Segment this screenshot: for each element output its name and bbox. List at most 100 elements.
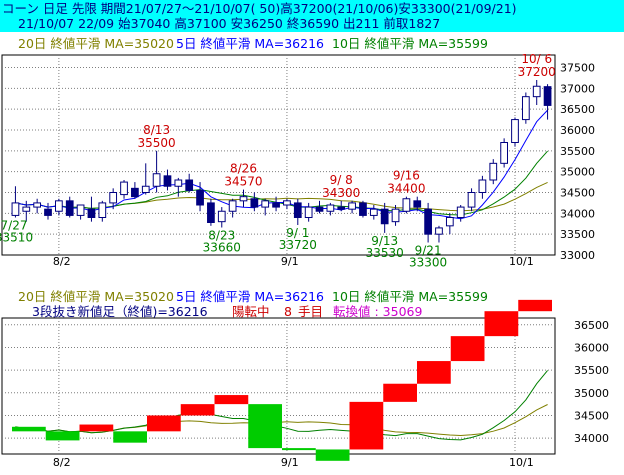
header-quote-line: 21/10/07 22/09 始37040 高37100 安36250 終365… [18,16,440,31]
candle-body [196,189,204,206]
low-annotation-value: 33300 [409,256,447,270]
high-annotation-date: 10/ 6 [521,52,552,66]
upper-x-tick-label: 9/1 [281,255,299,268]
candle-body [163,175,172,187]
upper-grid [2,55,555,255]
candle-body [141,185,150,193]
candle-body [207,202,215,224]
candle-body [131,187,139,198]
brick-up [214,395,249,405]
high-annotation-value: 34400 [387,182,425,196]
candle-body [424,208,432,235]
upper-y-tick-label: 37500 [560,62,595,75]
candle-body [500,142,508,164]
lower-legend-count-number: 8 [284,304,292,319]
candle-body [217,210,226,223]
brick-down [282,448,316,451]
upper-x-tick-label: 8/2 [53,255,71,268]
upper-y-tick-label: 34000 [560,207,595,220]
lower-x-axis: 8/2 9/1 10/1 [53,456,534,469]
candle-body [44,208,52,216]
candle-body [22,206,31,212]
lower-legend-reversal: 転換値 : 35069 [333,304,422,319]
lower-y-tick-label: 36000 [574,341,609,354]
candle-body [391,208,400,223]
candle-body [359,202,367,216]
brick-up [450,336,485,362]
lower-x-tick-label: 9/1 [281,456,299,469]
candle-body [250,198,259,208]
upper-y-tick-label: 35000 [560,166,595,179]
brick-down [315,449,350,461]
candle-body [185,179,194,191]
low-annotation-date: 9/21 [415,244,442,258]
candle-body [76,204,85,216]
candle-body [511,119,519,144]
high-annotation-value: 34570 [224,175,262,189]
candle-body [435,227,443,235]
candlestick-series [11,80,552,243]
brick-up [147,415,181,432]
candle-body [293,202,302,219]
candle-body [445,217,454,227]
lower-y-tick-label: 34500 [574,409,609,422]
brick-up [484,311,519,337]
upper-y-axis: 33000 33500 34000 34500 35000 35500 36000 36500… [560,62,595,263]
candle-body [337,206,346,210]
low-annotation-value: 33720 [279,238,317,252]
upper-legend-ma20: 20日 終値平滑 MA=35020 [18,36,174,51]
upper-y-tick-label: 37000 [560,82,595,95]
upper-y-tick-label: 36000 [560,124,595,137]
lower-plot-frame [1,317,556,455]
upper-x-tick-label: 10/1 [509,255,534,268]
candle-body [304,206,313,218]
lower-y-tick-label: 34000 [574,432,609,445]
brick-up [349,401,384,450]
high-annotation-date: 9/16 [393,169,420,183]
candle-body [402,198,411,212]
lower-legend-ma10: 10日 終値平滑 MA=35599 [332,289,488,304]
lower-legend-ma20: 20日 終値平滑 MA=35020 [18,289,174,304]
lower-legend-trend: 陽転中 [232,304,270,319]
candle-body [65,200,74,216]
candle-body [152,173,161,187]
candle-body [120,181,128,196]
lower-x-tick-label: 8/2 [53,456,71,469]
header-background [0,0,624,32]
upper-x-axis: 8/2 9/1 10/1 [53,255,534,268]
candle-body [521,96,530,121]
candle-body [543,86,552,106]
brick-up [417,361,451,384]
candle-body [380,208,389,225]
brick-up [383,383,417,402]
candle-body [11,202,20,216]
low-annotation-value: 33510 [0,231,33,245]
high-annotation-value: 35500 [138,136,176,150]
brick-down [12,426,46,432]
candle-body [109,192,118,204]
upper-legend-ma10: 10日 終値平滑 MA=35599 [332,36,488,51]
lower-y-axis: 34000 34500 35000 35500 36000 36500 [574,319,609,445]
candle-body [478,179,487,193]
low-annotation-date: 7/27 [1,219,28,233]
candle-body [413,200,422,208]
lower-x-tick-label: 10/1 [509,456,534,469]
candle-body [239,196,248,202]
candle-body [456,206,465,218]
upper-y-tick-label: 34500 [560,187,595,200]
brick-down [113,431,147,443]
candle-body [315,206,324,212]
candle-body [174,179,183,187]
candle-body [348,202,356,210]
candle-body [467,192,476,208]
low-annotation-value: 33660 [203,241,241,255]
lower-y-tick-label: 36500 [574,319,609,332]
upper-y-tick-label: 33000 [560,249,595,262]
candle-body [369,208,378,216]
candle-body [261,200,270,208]
upper-y-tick-label: 33500 [560,228,595,241]
candle-body [55,200,63,212]
lower-legend-ma5: 5日 終値平滑 MA=36216 [176,289,324,304]
high-annotation-date: 8/13 [143,123,170,137]
candle-body [87,208,96,219]
